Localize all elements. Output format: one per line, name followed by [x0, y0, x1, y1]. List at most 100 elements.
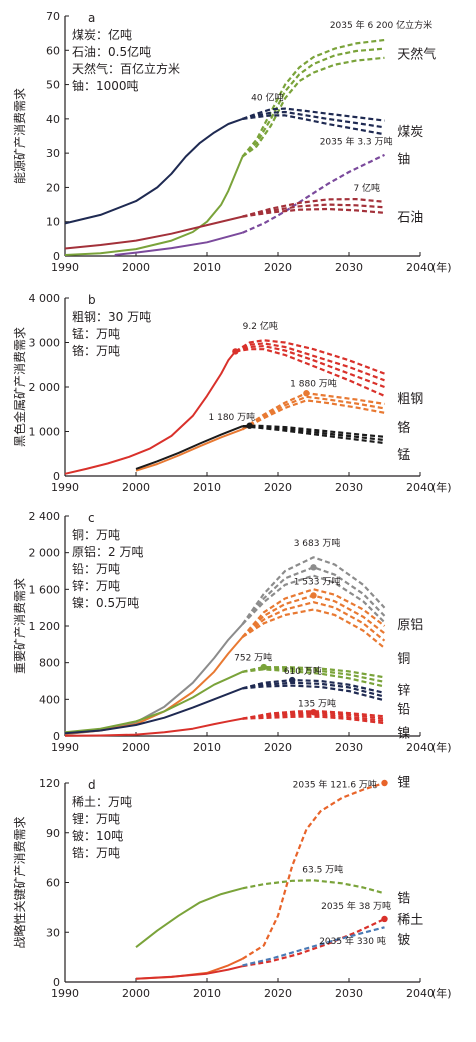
- y-tick-label: 50: [46, 79, 60, 92]
- y-tick-label: 400: [39, 693, 60, 706]
- unit-note: 粗钢：30 万吨: [72, 310, 151, 324]
- y-tick-label: 40: [46, 113, 60, 126]
- series-line-projection: [241, 556, 386, 625]
- series-label: 煤炭: [397, 125, 423, 140]
- peak-marker: [310, 708, 317, 716]
- x-tick-label: 2020: [264, 987, 292, 1000]
- series-label: 天然气: [397, 47, 436, 63]
- annotation: 40 亿吨: [251, 92, 283, 104]
- annotation: 7 亿吨: [353, 182, 380, 194]
- series-line-projection: [242, 918, 385, 968]
- series-line-projection: [242, 715, 385, 725]
- series-line-projection: [241, 781, 385, 960]
- y-tick-label: 30: [46, 147, 60, 160]
- chart-panel-b: 1990 2000 2010 2020 2030 2040(年) 0 1 000 2 000 3 …: [12, 292, 452, 494]
- unit-note: 铅：万吨: [72, 562, 120, 576]
- x-tick-label: 2040: [406, 261, 434, 274]
- panel-letter: c: [88, 511, 95, 525]
- y-tick-label: 60: [46, 44, 60, 57]
- y-axis-label: 战略性关键矿产消费需求: [12, 816, 27, 948]
- series-line-projection: [242, 153, 385, 234]
- x-tick-label: 2040: [406, 987, 434, 1000]
- y-tick-label: 0: [53, 976, 60, 989]
- series-line-projection: [241, 395, 385, 431]
- series-line-historical: [64, 717, 243, 737]
- x-tick-label: 2030: [335, 741, 363, 754]
- x-tick-label: 2030: [335, 987, 363, 1000]
- series-label: 粗钢: [397, 392, 423, 407]
- series-line-projection: [241, 47, 385, 158]
- peak-marker: [381, 779, 388, 787]
- unit-note: 铜：万吨: [72, 527, 120, 542]
- annotation: 610 万吨: [284, 665, 322, 677]
- series-label: 铅: [397, 703, 410, 718]
- annotation: 2035 年 3.3 万吨: [320, 136, 393, 148]
- series-line-projection: [241, 399, 385, 431]
- x-tick-label: 2010: [193, 481, 221, 494]
- unit-note: 铍：10吨: [72, 829, 123, 843]
- annotation: 2035 年 38 万吨: [321, 900, 391, 912]
- series-label: 铜: [397, 652, 410, 667]
- series-line-historical: [135, 965, 243, 980]
- series-line-projection: [242, 668, 385, 688]
- series-label: 铍: [397, 933, 410, 948]
- series-line-historical: [64, 687, 243, 735]
- series-line-projection: [242, 114, 385, 136]
- x-tick-label: 2020: [264, 261, 292, 274]
- series-line-historical: [64, 670, 243, 734]
- x-tick-label: 2040: [406, 481, 434, 494]
- series-line-projection: [241, 601, 386, 642]
- y-tick-label: 0: [53, 250, 60, 263]
- y-tick-label: 0: [53, 730, 60, 743]
- series-line-projection: [241, 38, 385, 158]
- series-line-projection: [241, 566, 386, 625]
- peak-marker: [310, 564, 317, 571]
- x-tick-label: 1990: [51, 741, 79, 754]
- chart-panel-d: 1990 2000 2010 2020 2030 2040(年) 0 30 60 90 120 战略性…: [12, 775, 452, 1000]
- x-tick-label: 1990: [51, 261, 79, 274]
- series-line-historical: [135, 425, 243, 470]
- series-line-historical: [64, 215, 243, 250]
- y-tick-label: 2 400: [29, 510, 61, 523]
- y-tick-label: 3 000: [29, 337, 61, 350]
- series-line-historical: [135, 887, 243, 948]
- series-line-historical: [64, 117, 243, 225]
- x-tick-label: 2030: [335, 481, 363, 494]
- series-label: 原铝: [397, 618, 423, 633]
- annotation: 135 万吨: [298, 698, 336, 710]
- x-unit-label: (年): [432, 986, 452, 1000]
- chart-panel-a: 1990 2000 2010 2020 2030 2040(年)0102030405060…: [13, 10, 452, 274]
- x-tick-label: 2010: [193, 741, 221, 754]
- series-line-projection: [241, 588, 386, 638]
- peak-marker: [289, 676, 296, 684]
- unit-note: 铀：1000吨: [72, 79, 139, 93]
- x-tick-label: 2000: [122, 481, 150, 494]
- peak-marker: [260, 663, 267, 671]
- panel-letter: d: [88, 778, 96, 792]
- series-line-projection: [242, 425, 385, 442]
- annotation: 1 533 万吨: [294, 575, 341, 587]
- series-line-historical: [64, 350, 237, 475]
- series-line-projection: [242, 425, 385, 445]
- series-line-projection: [234, 339, 385, 375]
- panel-letter: a: [88, 11, 95, 25]
- series-line-projection: [242, 712, 385, 720]
- peak-marker: [381, 915, 388, 923]
- series-label: 铬: [397, 420, 410, 436]
- x-tick-label: 2010: [193, 261, 221, 274]
- unit-note: 原铝：2 万吨: [72, 544, 143, 559]
- x-tick-label: 2010: [193, 987, 221, 1000]
- y-tick-label: 60: [46, 877, 60, 890]
- series-line-projection: [242, 207, 385, 218]
- y-tick-label: 120: [39, 777, 60, 790]
- series-line-historical: [64, 623, 244, 736]
- y-tick-label: 70: [46, 10, 60, 23]
- y-tick-label: 1 000: [29, 426, 61, 439]
- series-line-projection: [242, 203, 385, 218]
- unit-note: 天然气：百亿立方米: [72, 61, 180, 76]
- annotation: 63.5 万吨: [302, 864, 343, 876]
- series-line-projection: [242, 679, 385, 694]
- x-tick-label: 2030: [335, 261, 363, 274]
- annotation: 3 683 万吨: [294, 537, 341, 549]
- x-tick-label: 2000: [122, 987, 150, 1000]
